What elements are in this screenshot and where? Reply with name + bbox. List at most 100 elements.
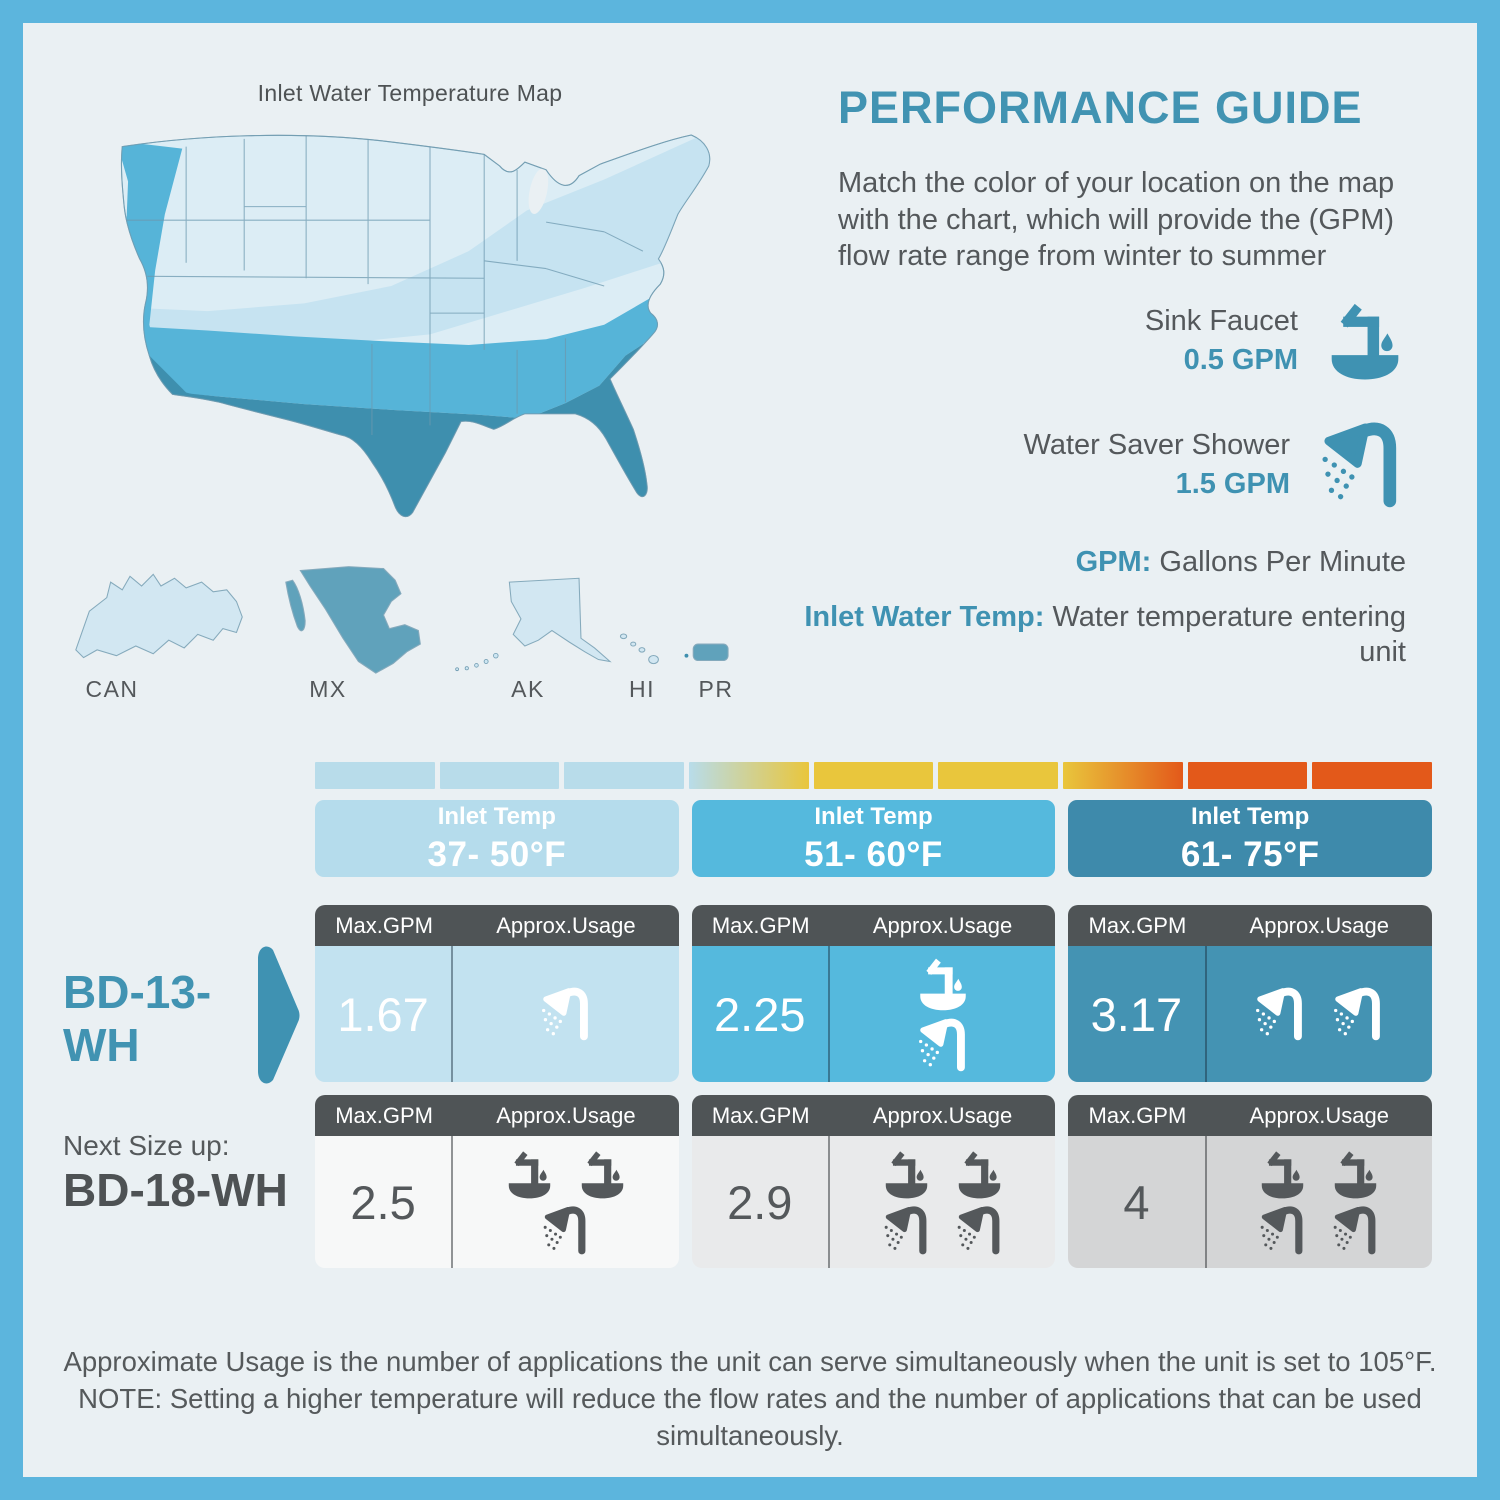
column-header-max-gpm: Max.GPM [711,912,810,938]
table-block-warm: Max.GPM Approx.Usage 3.17 [1068,905,1432,1082]
temperature-gradient-bar [315,762,1433,789]
usage-icon-row [1252,986,1386,1042]
gradient-segment [813,762,934,789]
table-row-bd-18-wh: Max.GPM Approx.Usage 2.5 Max.GPM Approx.… [315,1095,1432,1268]
page-title: PERFORMANCE GUIDE [838,82,1363,133]
us-map-zone-west-coast [121,140,183,397]
puerto-rico-shape [692,643,729,662]
fixture-flow-rate: 0.5 GPM [1183,344,1298,376]
max-gpm-value: 4 [1068,1136,1207,1268]
fixture-flow-rate: 1.5 GPM [1175,468,1290,500]
alaska-shape [508,577,612,663]
column-header-max-gpm: Max.GPM [335,1102,433,1128]
inlet-temp-header-cold: Inlet Temp 37- 50°F [315,800,679,877]
shower-icon [538,986,594,1042]
model-name-bd-18-wh: BD-18-WH [63,1164,288,1216]
usage-icon-row [881,1149,1005,1200]
approx-usage-icons [830,1136,1055,1268]
faucet-icon [1330,1149,1381,1200]
usage-icon-row [915,956,971,1012]
usage-icon-row [1257,1149,1381,1200]
max-gpm-value: 2.5 [315,1136,454,1268]
definition-inlet-water-temp: Inlet Water Temp: Water temperature ente… [786,600,1406,670]
table-column-headers: Max.GPM Approx.Usage [1068,1095,1432,1136]
gradient-segment [689,762,809,789]
footnote-text: Approximate Usage is the number of appli… [63,1346,1437,1452]
inlet-temp-range: 37- 50°F [427,834,567,874]
inlet-temp-label: Inlet Temp [1191,802,1310,830]
shower-icon [915,1017,971,1073]
table-block-warm: Max.GPM Approx.Usage 4 [1068,1095,1432,1268]
mexico-shape [299,566,421,674]
gradient-segment [1312,762,1433,789]
approx-usage-icons [453,1136,678,1268]
table-block-cold: Max.GPM Approx.Usage 2.5 [315,1095,679,1268]
table-column-headers: Max.GPM Approx.Usage [691,905,1056,946]
column-header-approx-usage: Approx.Usage [496,1102,636,1128]
table-column-headers: Max.GPM Approx.Usage [315,1095,679,1136]
column-header-approx-usage: Approx.Usage [872,912,1013,938]
column-header-max-gpm: Max.GPM [335,912,433,938]
inlet-temp-header-mild: Inlet Temp 51- 60°F [691,800,1056,877]
hawaii-shape [619,633,659,665]
inlet-temp-range: 61- 75°F [1180,834,1320,874]
row-pointer-arrow [258,946,300,1084]
shower-icon [1252,986,1308,1042]
column-header-max-gpm: Max.GPM [1088,912,1187,938]
table-block-mild: Max.GPM Approx.Usage 2.9 [691,1095,1056,1268]
definition-term: Inlet Water Temp: [804,601,1045,633]
inlet-temp-label: Inlet Temp [814,802,933,830]
label-canada: CAN [85,676,139,702]
canada-shape [75,573,243,659]
column-header-approx-usage: Approx.Usage [496,912,636,938]
definition-gpm: GPM: Gallons Per Minute [786,545,1406,580]
label-hawaii: HI [629,676,655,702]
temperature-map-graphic [75,134,729,674]
label-mexico: MX [309,676,347,702]
table-column-headers: Max.GPM Approx.Usage [691,1095,1056,1136]
max-gpm-value: 3.17 [1068,946,1207,1082]
shower-icon [1330,986,1386,1042]
column-header-approx-usage: Approx.Usage [1249,1102,1389,1128]
approx-usage-icons [1207,1136,1432,1268]
table-column-headers: Max.GPM Approx.Usage [315,905,679,946]
faucet-icon [577,1149,628,1200]
usage-icon-row [881,1205,1005,1256]
map-title: Inlet Water Temperature Map [257,80,563,106]
intro-paragraph: Match the color of your location on the … [838,167,1395,273]
table-column-headers: Max.GPM Approx.Usage [1068,905,1432,946]
faucet-icon [881,1149,932,1200]
fixture-water-saver-shower: Water Saver Shower 1.5 GPM [1024,420,1406,510]
max-gpm-value: 2.25 [692,946,830,1082]
label-puerto-rico: PR [698,676,734,702]
faucet-icon [1257,1149,1308,1200]
inlet-temp-headers: Inlet Temp 37- 50°F Inlet Temp 51- 60°F … [315,800,1432,877]
column-header-approx-usage: Approx.Usage [1249,912,1389,938]
shower-icon [1257,1205,1308,1256]
definition-text: Water temperature entering unit [1044,601,1406,668]
inlet-temp-header-warm: Inlet Temp 61- 75°F [1068,800,1432,877]
table-block-cold: Max.GPM Approx.Usage 1.67 [315,905,679,1082]
gradient-segment [938,762,1059,789]
model-name-bd-13-wh: BD-13-WH [63,966,212,1071]
usage-icon-row [1257,1205,1381,1256]
mexico-baja-shape [285,579,306,632]
fixture-name: Water Saver Shower [1023,429,1290,461]
table-block-mild: Max.GPM Approx.Usage 2.25 [691,905,1056,1082]
shower-icon [1316,420,1406,510]
approx-usage-icons [1207,946,1432,1082]
shower-icon [881,1205,932,1256]
gradient-segment [439,762,560,789]
faucet-icon [504,1149,555,1200]
gradient-segment [564,762,685,789]
shower-icon [1330,1205,1381,1256]
inlet-temp-range: 51- 60°F [804,834,943,874]
inlet-water-temperature-map-section: Inlet Water Temperature Map [50,72,820,722]
usage-icon-row [540,1205,591,1256]
fixture-name: Sink Faucet [1144,305,1298,337]
state-border-lines [124,135,644,436]
shower-icon [540,1205,591,1256]
gradient-segment [1187,762,1308,789]
definition-text: Gallons Per Minute [1151,546,1406,578]
us-map-zone-mild [121,295,682,419]
